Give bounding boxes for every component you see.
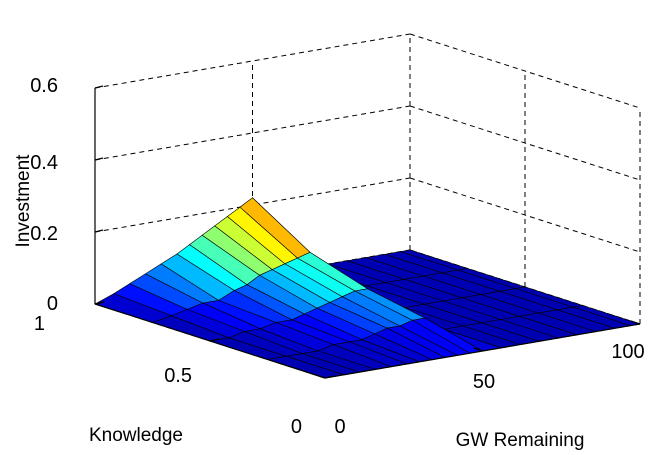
y-tick-label: 0 <box>291 416 302 438</box>
x-axis-title: GW Remaining <box>456 430 585 451</box>
x-tick-label: 0 <box>334 416 345 438</box>
z-tick-labels: 0 0.2 0.4 0.6 <box>30 75 58 315</box>
y-tick-label: 1 <box>34 313 45 335</box>
x-tick-label: 100 <box>611 341 644 363</box>
z-tick-label: 0 <box>47 293 58 315</box>
z-tick-label: 0.6 <box>30 75 58 97</box>
z-axis-title: Investment <box>13 154 34 248</box>
y-tick-label: 0.5 <box>164 365 192 387</box>
y-axis-title: Knowledge <box>89 425 183 446</box>
z-tick-label: 0.2 <box>30 223 58 245</box>
surface <box>95 198 640 378</box>
z-tick-label: 0.4 <box>30 152 58 174</box>
z-gridline <box>95 34 410 88</box>
x-tick-label: 50 <box>473 371 495 393</box>
